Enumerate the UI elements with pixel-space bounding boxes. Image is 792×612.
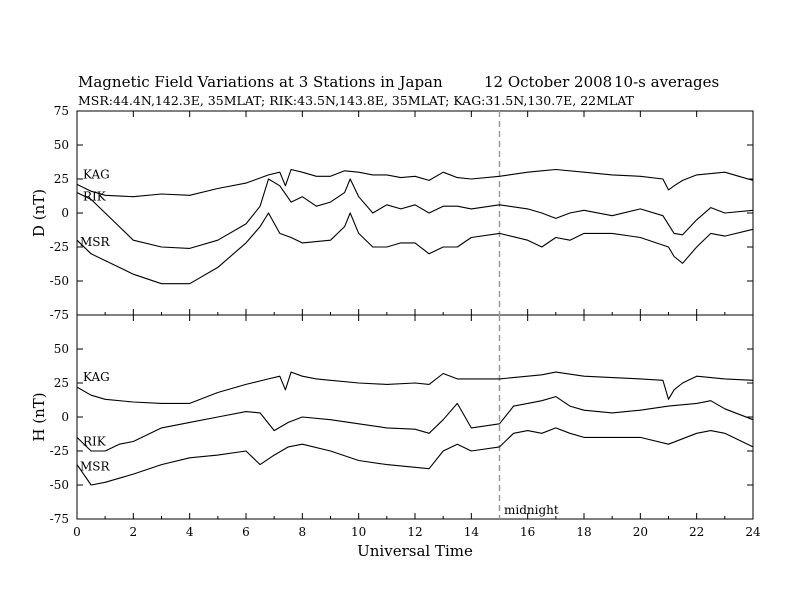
chart-date: 12 October 2008 bbox=[484, 73, 612, 91]
panel-h-ytick-label: 50 bbox=[54, 342, 69, 356]
panel-h-ytick-label: -75 bbox=[50, 512, 69, 526]
chart-averaging: 10-s averages bbox=[614, 73, 719, 91]
panel-h-series-kag bbox=[76, 371, 754, 404]
panel-h-ytick-label: -50 bbox=[50, 478, 69, 492]
panel-h-ytick-label: 0 bbox=[61, 410, 69, 424]
panel-d-frame bbox=[76, 110, 754, 316]
panel-d-ytick-label: -50 bbox=[50, 274, 69, 288]
x-tick-label: 2 bbox=[130, 525, 138, 539]
chart-title: Magnetic Field Variations at 3 Stations … bbox=[78, 73, 443, 91]
panel-h-ylabel: H (nT) bbox=[30, 392, 48, 441]
panel-d-ytick-label: -75 bbox=[50, 308, 69, 322]
chart-subtitle: MSR:44.4N,142.3E, 35MLAT; RIK:43.5N,143.… bbox=[78, 93, 635, 108]
panel-h-frame bbox=[76, 314, 754, 520]
panel-h-series-msr bbox=[76, 427, 754, 486]
x-tick-label: 12 bbox=[407, 525, 422, 539]
midnight-label: midnight bbox=[504, 503, 559, 517]
panel-h-label-rik: RIK bbox=[83, 434, 107, 448]
x-tick-label: 22 bbox=[689, 525, 704, 539]
panel-d-series-kag bbox=[76, 168, 754, 198]
panel-h-label-msr: MSR bbox=[80, 460, 111, 474]
x-tick-label: 20 bbox=[633, 525, 648, 539]
panel-d-ytick-label: 75 bbox=[54, 104, 69, 118]
x-tick-label: 16 bbox=[520, 525, 535, 539]
x-tick-label: 18 bbox=[576, 525, 591, 539]
panel-h-series-rik bbox=[76, 396, 754, 452]
x-tick-label: 14 bbox=[464, 525, 480, 539]
panel-d-series-rik bbox=[76, 178, 754, 249]
panel-d-ytick-label: 0 bbox=[61, 206, 69, 220]
x-tick-label: 6 bbox=[242, 525, 250, 539]
panel-d-ylabel: D (nT) bbox=[30, 189, 48, 237]
x-tick-label: 4 bbox=[186, 525, 194, 539]
x-axis-label: Universal Time bbox=[357, 542, 473, 560]
panel-d: 75 50 25 0 -25 -50 -75 D (nT) KAG RIK MSR bbox=[30, 104, 754, 322]
panel-d-ytick-label: 50 bbox=[54, 138, 69, 152]
x-tick-label: 0 bbox=[73, 525, 81, 539]
panel-h-ytick-label: -25 bbox=[50, 444, 69, 458]
panel-d-label-msr: MSR bbox=[80, 235, 111, 249]
panel-d-ytick-label: -25 bbox=[50, 240, 69, 254]
x-tick-label: 10 bbox=[351, 525, 366, 539]
panel-d-series-msr bbox=[76, 212, 754, 285]
x-tick-label: 8 bbox=[299, 525, 307, 539]
panel-d-label-kag: KAG bbox=[83, 167, 110, 181]
panel-d-label-rik: RIK bbox=[83, 190, 107, 204]
panel-h-label-kag: KAG bbox=[83, 370, 110, 384]
x-tick-label: 24 bbox=[745, 525, 761, 539]
panel-h-ytick-label: 25 bbox=[54, 376, 69, 390]
panel-d-ytick-label: 25 bbox=[54, 172, 69, 186]
